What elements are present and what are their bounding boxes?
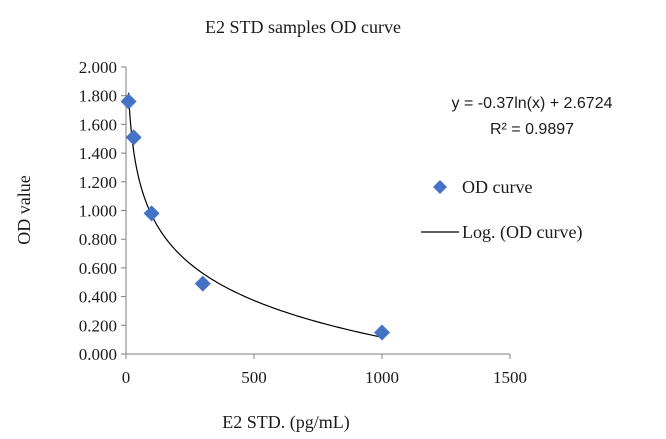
y-tick-label: 2.000 — [79, 58, 117, 77]
y-axis-ticks: 0.000 0.200 0.400 0.600 0.800 1.000 1.200 1.400… — [79, 58, 126, 364]
x-axis-label: E2 STD. (pg/mL) — [222, 412, 350, 433]
y-tick-label: 0.000 — [79, 345, 117, 364]
data-point — [125, 129, 142, 146]
legend-label-od-curve: OD curve — [462, 177, 532, 197]
legend-label-trendline: Log. (OD curve) — [462, 222, 582, 243]
x-tick-label: 0 — [122, 368, 131, 387]
chart-title: E2 STD samples OD curve — [205, 17, 401, 37]
y-tick-label: 0.600 — [79, 259, 117, 278]
data-points — [120, 93, 390, 341]
x-tick-label: 1500 — [493, 368, 527, 387]
y-tick-label: 0.400 — [79, 288, 117, 307]
x-axis-ticks: 0 500 1000 1500 — [122, 354, 527, 387]
data-point — [194, 275, 211, 292]
y-tick-label: 1.200 — [79, 173, 117, 192]
trendline-equation: y = -0.37ln(x) + 2.6724 — [452, 95, 613, 112]
data-point — [120, 93, 137, 110]
legend: OD curve Log. (OD curve) — [421, 177, 582, 243]
x-tick-label: 500 — [241, 368, 267, 387]
y-tick-label: 1.800 — [79, 87, 117, 106]
y-tick-label: 1.600 — [79, 115, 117, 134]
y-tick-label: 1.400 — [79, 144, 117, 163]
y-tick-label: 0.800 — [79, 230, 117, 249]
y-axis-label: OD value — [14, 175, 34, 244]
trendline-r2: R² = 0.9897 — [490, 121, 574, 138]
y-tick-label: 0.200 — [79, 316, 117, 335]
y-tick-label: 1.000 — [79, 202, 117, 221]
data-point — [143, 205, 160, 222]
trendline-series — [127, 92, 383, 338]
x-tick-label: 1000 — [365, 368, 399, 387]
legend-marker-od-curve — [433, 180, 447, 194]
data-point — [374, 324, 390, 341]
